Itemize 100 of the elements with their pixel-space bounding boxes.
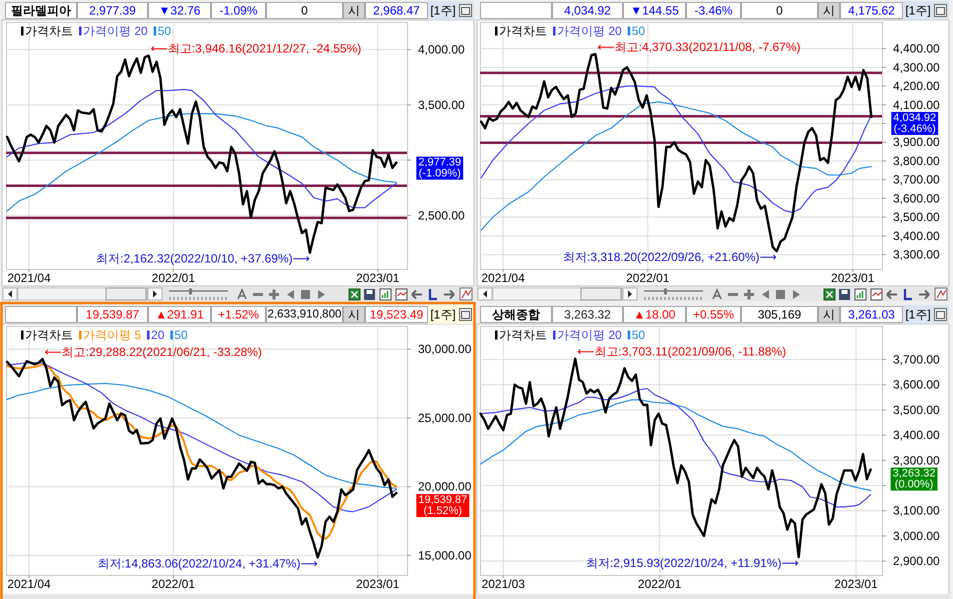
y-tick-label: 3,600.00 [893,191,940,206]
x-tick-label: 2022/01 [638,577,682,591]
text: 0 [301,4,308,18]
text: ▲18.00 [634,308,676,322]
y-tick-label: 15,000.00 [418,548,472,562]
text: 시 [348,4,360,18]
text: -3.46% [694,4,733,18]
y-tick-label: 4,400.00 [893,42,940,56]
line-series [6,88,397,208]
annotation: ⟵최고:29,288.22(2021/06/21, -33.28%) [44,345,262,360]
text: 시 [348,308,360,322]
legend-label: 가격이평 20 [83,24,148,38]
legend-label: 가격이평 20 [557,24,622,38]
annotation: 3,263.32 (0.00%) [892,468,936,491]
x-tick-label: 2023/01 [356,577,400,591]
annotation: ⟵최고:3,946.16(2021/12/27, -24.55%) [150,42,362,56]
y-tick-label: 3,500.00 [893,402,940,417]
text: 305,169 [758,308,802,322]
text: [1주] [430,308,456,322]
line-series [6,382,397,489]
x-tick-label: 2023/01 [831,271,875,285]
line-series [480,388,872,508]
legend-label: 50 [632,24,646,38]
legend-label: 20 [151,328,165,342]
text: 4,175.62 [848,4,896,18]
annotation: ⟵최고:4,370.33(2021/11/08, -7.67%) [597,40,801,54]
text: ▲291.91 [155,308,204,322]
y-tick-label: 3,600.00 [893,378,940,392]
y-tick-label: 3,800.00 [893,154,940,168]
text: +1.52% [218,308,260,322]
y-tick-label: 3,300.00 [893,453,940,468]
legend-label: 가격이평 20 [557,328,622,342]
y-tick-label: 30,000.00 [418,342,472,356]
chart-title: 필라델피아 [11,4,71,18]
y-tick-label: 20,000.00 [418,480,472,494]
y-tick-label: 4,300.00 [893,60,940,74]
chart-title: 상해종합 [491,308,540,322]
text: 4,034.92 [564,4,612,18]
y-tick-label: 3,500.00 [893,210,940,224]
y-tick-label: 25,000.00 [418,410,472,425]
y-tick-label: 3,900.00 [893,135,940,150]
text: 시 [823,4,835,18]
legend-label: 50 [632,328,646,342]
x-tick-label: 2022/01 [626,271,670,285]
y-tick-label: 4,000.00 [418,42,466,57]
y-tick-label: 3,300.00 [893,248,940,262]
text: 2,968.47 [373,4,420,18]
x-tick-label: 2021/03 [482,577,526,591]
y-tick-label: 2,500.00 [418,208,466,222]
legend-label: 50 [158,24,172,38]
text: 19,523.49 [370,308,424,322]
annotation: 19,539.87 (1.52%) [418,494,468,518]
text: 시 [823,308,835,322]
text: ▼144.55 [630,4,680,18]
text: 0 [776,4,784,18]
line-series [480,101,872,231]
x-tick-label: 2023/01 [834,577,878,591]
annotation: 최저:2,915.93(2022/10/24, +11.91%)⟶ [586,556,799,570]
line-series [480,399,872,492]
y-tick-label: 3,500.00 [418,98,466,112]
line-series [6,113,397,212]
text: [1주] [905,308,931,322]
legend-label: 가격차트 [499,328,547,342]
y-tick-label: 3,000.00 [893,528,940,543]
text: ▼32.76 [158,4,201,18]
y-tick-label: 4,200.00 [893,79,940,94]
annotation: 최저:3,318.20(2022/09/26, +21.60%)⟶ [563,250,777,264]
y-tick-label: 3,400.00 [893,428,940,442]
line-series [6,362,397,512]
text: 2,977.39 [89,4,136,18]
legend-label: 가격차트 [25,24,73,38]
annotation: 최저:2,162.32(2022/10/10, +37.69%)⟶ [96,252,310,266]
text: +0.55% [692,308,734,322]
legend-label: 가격이평 5 [83,328,142,342]
x-tick-label: 2021/04 [481,271,526,285]
annotation: 4,034.92 (-3.46%) [893,112,936,135]
line-series [480,85,872,213]
x-tick-label: 2023/01 [356,271,400,285]
text: -1.09% [219,4,258,18]
x-tick-label: 2021/04 [7,271,52,285]
y-tick-label: 4,100.00 [893,98,940,112]
y-tick-label: 2,900.00 [893,554,940,568]
line-series [479,358,872,558]
text: 2,633,910,800 [268,308,342,320]
y-tick-label: 3,100.00 [893,504,940,518]
text: 3,263.32 [564,308,612,322]
legend-label: 가격차트 [499,24,547,38]
annotation: ⟵최고:3,703.11(2021/09/06, -11.88%) [577,344,786,359]
y-tick-label: 3,700.00 [893,352,940,367]
line-series [480,52,872,252]
text: 3,261.03 [848,308,896,322]
text: [1주] [430,4,456,18]
annotation: 최저:14,863.06(2022/10/24, +31.47%)⟶ [97,556,318,570]
y-tick-label: 3,700.00 [893,172,940,187]
x-tick-label: 2022/01 [152,271,196,285]
annotation: 2,977.39 (-1.09%) [418,156,462,180]
text: [1주] [905,4,931,18]
x-tick-label: 2021/04 [7,577,52,591]
legend-label: 가격차트 [25,328,73,342]
x-tick-label: 2022/01 [152,577,196,591]
